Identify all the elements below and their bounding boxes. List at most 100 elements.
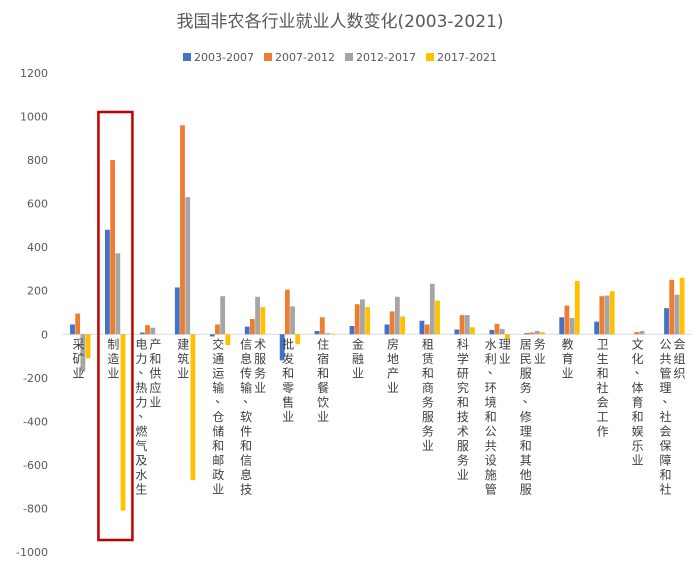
- category-label-char: 软: [240, 410, 252, 424]
- bar: [499, 328, 505, 335]
- category-label-char: 业: [632, 453, 644, 467]
- bar: [419, 320, 425, 335]
- y-tick-label: -400: [23, 415, 48, 428]
- category-label-char: 共: [660, 352, 672, 366]
- category-label-char: 和: [660, 468, 672, 482]
- y-axis: 1200 1000 800 600 400 200 0 -200 -400 -600 -800 -10…: [16, 67, 692, 559]
- category-label-char: 通: [212, 352, 224, 366]
- bar: [330, 333, 336, 335]
- bar: [470, 327, 475, 335]
- bar: [354, 304, 360, 335]
- bar: [559, 317, 565, 335]
- category-label-char: 生: [135, 482, 147, 496]
- category-label-char: 务: [422, 423, 434, 438]
- category-label-char: 理: [520, 424, 532, 438]
- category-label-char: 和: [485, 410, 497, 424]
- category-label-char: 政: [212, 468, 224, 482]
- legend-label: 2007-2012: [275, 51, 335, 64]
- category-label-char: 和: [457, 395, 469, 409]
- category-label-char: 运: [212, 366, 224, 380]
- category-label: 制造业: [107, 337, 119, 380]
- category-label-char: 娱: [632, 424, 644, 438]
- category-label-char: 务: [534, 336, 546, 351]
- bar: [454, 329, 460, 335]
- category-label-char: 境: [485, 394, 497, 409]
- category-label-char: 务: [254, 365, 266, 380]
- category-label-char: 业: [149, 395, 161, 409]
- category-label-char: 业: [282, 410, 294, 424]
- category-label-char: 他: [520, 468, 532, 482]
- category-label-char: 矿: [72, 352, 84, 366]
- category-label-char: 交: [212, 336, 224, 351]
- category-label-char: 会: [674, 337, 686, 351]
- legend-swatch: [345, 53, 353, 61]
- category-label-char: 务: [457, 452, 469, 467]
- category-label-char: 服: [254, 352, 266, 366]
- y-tick-label: 1200: [20, 67, 48, 80]
- category-label-char: 租: [422, 337, 434, 351]
- bar: [70, 324, 75, 335]
- bar: [349, 326, 355, 335]
- bar: [150, 327, 156, 335]
- category-label-char: 、: [663, 391, 675, 405]
- category-label-char: 燃: [135, 423, 147, 438]
- category-label-char: 业: [352, 366, 364, 380]
- category-label-char: 建: [177, 337, 189, 351]
- category-label-char: 居: [520, 337, 532, 351]
- category-label-char: 服: [422, 410, 434, 424]
- category-label-char: 信: [240, 453, 252, 467]
- category-label-char: 术: [457, 424, 469, 438]
- bar: [389, 311, 395, 335]
- y-tick-label: -1000: [16, 546, 48, 559]
- category-label-char: 输: [240, 380, 252, 395]
- category-label-char: 究: [457, 380, 469, 395]
- category-label-char: 组: [674, 352, 686, 366]
- bar: [424, 324, 430, 335]
- bar: [435, 300, 440, 335]
- category-label-char: 售: [282, 394, 294, 409]
- bar: [505, 334, 510, 339]
- bar: [384, 324, 390, 335]
- category-label-char: 社: [660, 409, 672, 424]
- bar: [365, 307, 371, 335]
- category-label-char: 造: [107, 352, 119, 366]
- category-label-char: 学: [457, 351, 469, 366]
- category-label-char: 业: [422, 439, 434, 453]
- category-label-char: 采: [72, 337, 84, 351]
- legend-label: 2017-2021: [437, 51, 497, 64]
- category-label-char: 服: [520, 482, 532, 496]
- bar: [639, 331, 645, 335]
- category-label-char: 仓: [212, 410, 224, 424]
- bar: [225, 334, 231, 346]
- category-label-char: 文: [632, 336, 644, 351]
- bar: [604, 295, 610, 335]
- bar: [325, 333, 330, 335]
- category-label-char: 利: [485, 352, 497, 366]
- category-label-char: 、: [635, 362, 647, 376]
- category-label-char: 融: [352, 352, 364, 366]
- bar: [284, 289, 290, 335]
- category-label: 教育业: [562, 336, 574, 380]
- category-label-char: 信: [240, 337, 252, 351]
- category-label-char: 技: [240, 482, 252, 496]
- category-label-char: 力: [135, 352, 147, 366]
- category-label-char: 管: [660, 365, 672, 380]
- bar: [669, 279, 675, 335]
- bar: [524, 333, 530, 335]
- category-label-char: 和: [240, 439, 252, 453]
- bar: [459, 315, 465, 335]
- bar: [674, 294, 680, 335]
- category-label-char: 业: [177, 366, 189, 380]
- category-label-char: 和: [632, 410, 644, 424]
- bar: [249, 319, 255, 335]
- bar: [574, 280, 580, 335]
- category-label-char: 业: [534, 352, 546, 366]
- legend: 2003-2007 2007-2012 2012-2017 2017-2021: [183, 51, 497, 64]
- bar: [400, 316, 405, 335]
